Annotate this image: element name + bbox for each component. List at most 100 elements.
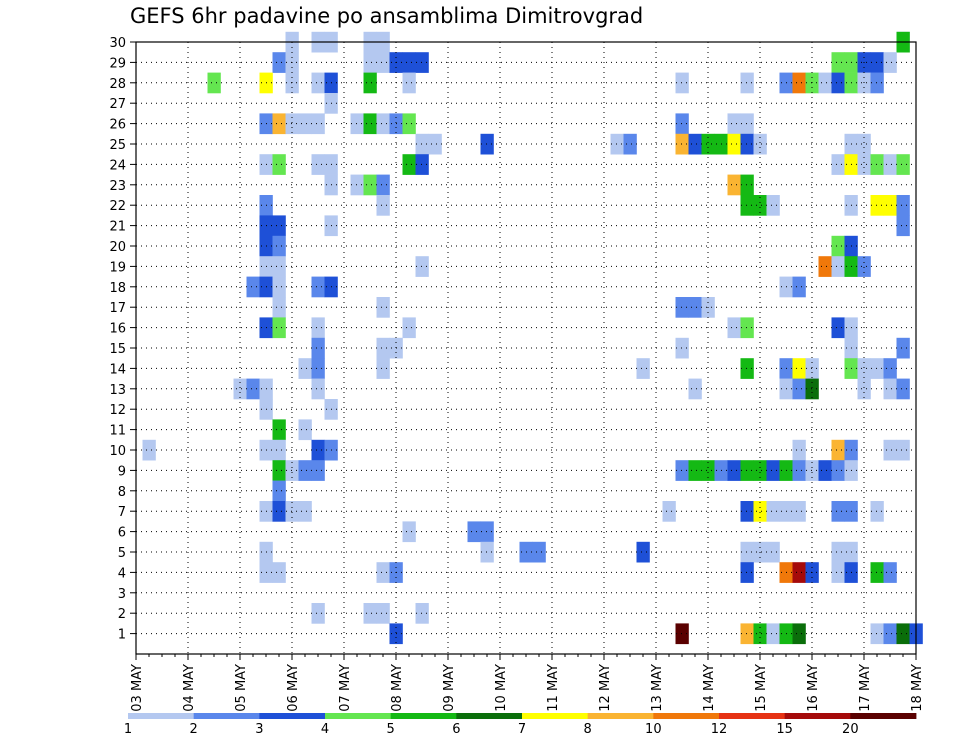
heatmap-cell — [818, 72, 832, 94]
colorbar-label: 10 — [645, 722, 662, 737]
heatmap-cell — [831, 154, 845, 175]
y-tick-label: 18 — [109, 281, 126, 296]
heatmap-cell — [883, 439, 897, 461]
y-tick-label: 20 — [109, 240, 126, 255]
heatmap-cell — [805, 358, 819, 379]
heatmap-cell — [883, 378, 897, 400]
heatmap-cell — [675, 72, 689, 94]
heatmap-cell — [311, 154, 325, 175]
colorbar-label: 5 — [387, 722, 395, 737]
heatmap-cell — [298, 501, 312, 522]
colorbar-label: 4 — [321, 722, 329, 737]
y-tick-label: 24 — [109, 158, 126, 173]
heatmap-cell — [688, 460, 702, 481]
heatmap-cell — [870, 562, 884, 583]
heatmap-cell — [740, 541, 754, 563]
heatmap-cell — [376, 562, 390, 583]
heatmap-cell — [675, 113, 689, 135]
heatmap-cell — [831, 72, 845, 94]
heatmap-cell — [870, 358, 884, 379]
y-tick-label: 17 — [109, 301, 126, 316]
heatmap-cell — [272, 52, 286, 73]
heatmap-cell — [675, 623, 689, 645]
y-tick-label: 28 — [109, 77, 126, 92]
heatmap-cell — [870, 623, 884, 645]
heatmap-cell — [675, 460, 689, 481]
colorbar-label: 2 — [190, 722, 198, 737]
heatmap-cell — [480, 133, 494, 155]
heatmap-cell — [272, 276, 286, 298]
x-tick-label: 17 MAY — [858, 664, 873, 712]
heatmap-cell — [376, 297, 390, 318]
x-tick-label: 09 MAY — [442, 664, 457, 712]
heatmap-cell — [246, 378, 260, 400]
heatmap-cell — [285, 113, 299, 135]
y-tick-label: 10 — [109, 444, 126, 459]
heatmap-cell — [831, 460, 845, 481]
heatmap-cell — [870, 52, 884, 73]
x-tick-label: 12 MAY — [598, 664, 613, 712]
heatmap-cell — [870, 195, 884, 216]
y-tick-label: 15 — [109, 342, 126, 357]
heatmap-cell — [376, 52, 390, 73]
heatmap-cell — [675, 297, 689, 318]
heatmap-cell — [363, 113, 377, 135]
heatmap-cell — [376, 337, 390, 359]
heatmap-cell — [883, 562, 897, 583]
heatmap-cell — [870, 501, 884, 522]
heatmap-cell — [792, 378, 806, 400]
heatmap-cell — [311, 113, 325, 135]
colorbar-swatch — [850, 713, 917, 719]
heatmap-cell — [688, 297, 702, 318]
colorbar-label: 7 — [518, 722, 526, 737]
heatmap-cell — [766, 460, 780, 481]
heatmap-cell — [857, 378, 871, 400]
heatmap-cell — [766, 501, 780, 522]
heatmap-cell — [740, 562, 754, 583]
heatmap-cell — [311, 603, 325, 624]
heatmap-cell — [727, 460, 741, 481]
y-tick-label: 12 — [109, 403, 126, 418]
heatmap-cell — [792, 439, 806, 461]
y-tick-label: 2 — [118, 607, 126, 622]
colorbar-swatch — [193, 713, 260, 719]
x-tick-label: 08 MAY — [390, 664, 405, 712]
y-tick-label: 3 — [118, 587, 126, 602]
heatmap-cell — [363, 72, 377, 94]
y-tick-label: 1 — [118, 628, 126, 643]
heatmap-cell — [753, 623, 767, 645]
heatmap-cell — [740, 358, 754, 379]
heatmap-cell — [363, 52, 377, 73]
heatmap-cell — [207, 72, 221, 94]
x-tick-label: 03 MAY — [130, 664, 145, 712]
heatmap-cell — [402, 317, 416, 339]
heatmap-cell — [480, 541, 494, 563]
heatmap-cell — [805, 460, 819, 481]
y-tick-label: 7 — [118, 505, 126, 520]
heatmap-cell — [883, 195, 897, 216]
heatmap-cell — [428, 133, 442, 155]
heatmap-cell — [727, 174, 741, 196]
heatmap-cell — [688, 133, 702, 155]
heatmap-cell — [623, 133, 637, 155]
colorbar-swatch — [719, 713, 786, 719]
heatmap-cell — [272, 113, 286, 135]
heatmap-cell — [272, 439, 286, 461]
heatmap-cell — [350, 174, 364, 196]
colorbar-label: 12 — [711, 722, 728, 737]
heatmap-cell — [298, 358, 312, 379]
colorbar-swatch — [587, 713, 654, 719]
heatmap-cell — [363, 603, 377, 624]
y-tick-label: 25 — [109, 138, 126, 153]
heatmap-cell — [753, 133, 767, 155]
colorbar-label: 1 — [124, 722, 132, 737]
heatmap-cell — [311, 276, 325, 298]
heatmap-cell — [766, 623, 780, 645]
heatmap-cell — [402, 113, 416, 135]
y-tick-label: 4 — [118, 566, 126, 581]
heatmap-cell — [896, 215, 910, 237]
y-tick-label: 11 — [109, 424, 126, 439]
heatmap-cell — [662, 501, 676, 522]
heatmap-cell — [896, 378, 910, 400]
